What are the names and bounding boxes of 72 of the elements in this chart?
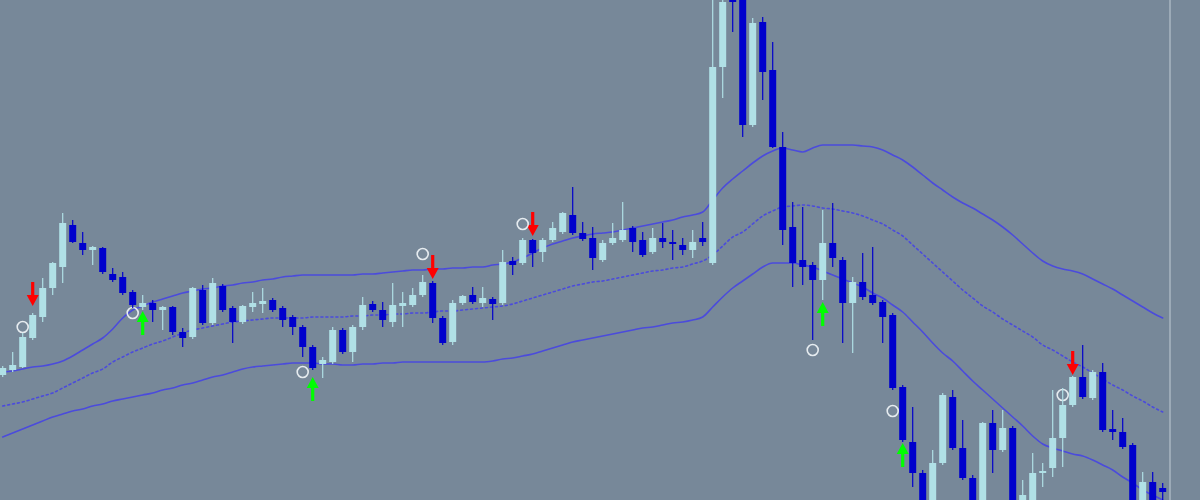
- candlestick: [359, 296, 367, 331]
- candlestick: [1109, 409, 1117, 441]
- candlestick: [869, 246, 877, 306]
- candlestick: [299, 324, 307, 358]
- candlestick: [829, 202, 837, 268]
- candlestick: [529, 238, 537, 268]
- candlestick: [389, 282, 397, 328]
- candlestick: [419, 274, 427, 298]
- candlestick: [9, 351, 17, 373]
- candlestick: [659, 222, 667, 249]
- candlestick: [249, 291, 257, 313]
- candlestick: [309, 344, 317, 371]
- candlestick: [79, 231, 87, 256]
- candlestick: [399, 291, 407, 328]
- point: [126, 306, 139, 320]
- candlestick: [809, 261, 817, 341]
- candlestick: [99, 246, 107, 275]
- candlestick: [1079, 344, 1087, 400]
- candlestick: [609, 222, 617, 246]
- candlestick: [409, 287, 417, 308]
- candlestick: [879, 299, 887, 344]
- candlestick: [489, 296, 497, 321]
- candlestick: [729, 0, 737, 33]
- candlestick: [999, 409, 1007, 453]
- candlestick: [239, 304, 247, 325]
- point: [416, 247, 429, 261]
- candlestick: [179, 327, 187, 348]
- candlestick: [219, 283, 227, 313]
- point: [886, 404, 899, 418]
- candlestick: [619, 201, 627, 243]
- point: [1056, 388, 1069, 402]
- candlestick: [159, 305, 167, 331]
- candlestick: [279, 305, 287, 328]
- candlestick: [669, 229, 677, 261]
- candlestick: [699, 221, 707, 247]
- candlestick: [379, 301, 387, 328]
- candlestick: [479, 286, 487, 308]
- candlestick: [1019, 479, 1027, 500]
- candlestick: [649, 227, 657, 255]
- candlestick: [849, 276, 857, 354]
- candlestick: [149, 299, 157, 323]
- candlestick: [1039, 462, 1047, 488]
- point: [16, 320, 29, 334]
- candlestick: [799, 206, 807, 286]
- point: [296, 365, 309, 379]
- candlestick: [639, 231, 647, 258]
- candlestick: [1139, 471, 1147, 500]
- candlestick: [319, 356, 327, 379]
- candlestick: [579, 221, 587, 242]
- candlestick: [589, 226, 597, 271]
- candlestick: [1119, 417, 1127, 450]
- point: [806, 343, 819, 357]
- candlestick: [599, 239, 607, 263]
- candlestick: [519, 237, 527, 266]
- candlestick: [859, 252, 867, 301]
- candlestick: [539, 237, 547, 263]
- candlestick: [559, 211, 567, 235]
- point: [516, 217, 529, 231]
- candlestick: [1149, 471, 1157, 500]
- candlestick: [69, 219, 77, 244]
- candlestick: [259, 287, 267, 314]
- candlestick: [289, 314, 297, 336]
- candlestick: [629, 225, 637, 253]
- candlestick: [339, 327, 347, 355]
- candlestick: [549, 221, 557, 243]
- candlestick: [229, 305, 237, 344]
- candlestick: [29, 312, 37, 341]
- candlestick: [89, 245, 97, 266]
- candlestick: [969, 474, 977, 500]
- candlestick: [689, 229, 697, 259]
- candlestick: [569, 186, 577, 236]
- candlestick: [119, 271, 127, 296]
